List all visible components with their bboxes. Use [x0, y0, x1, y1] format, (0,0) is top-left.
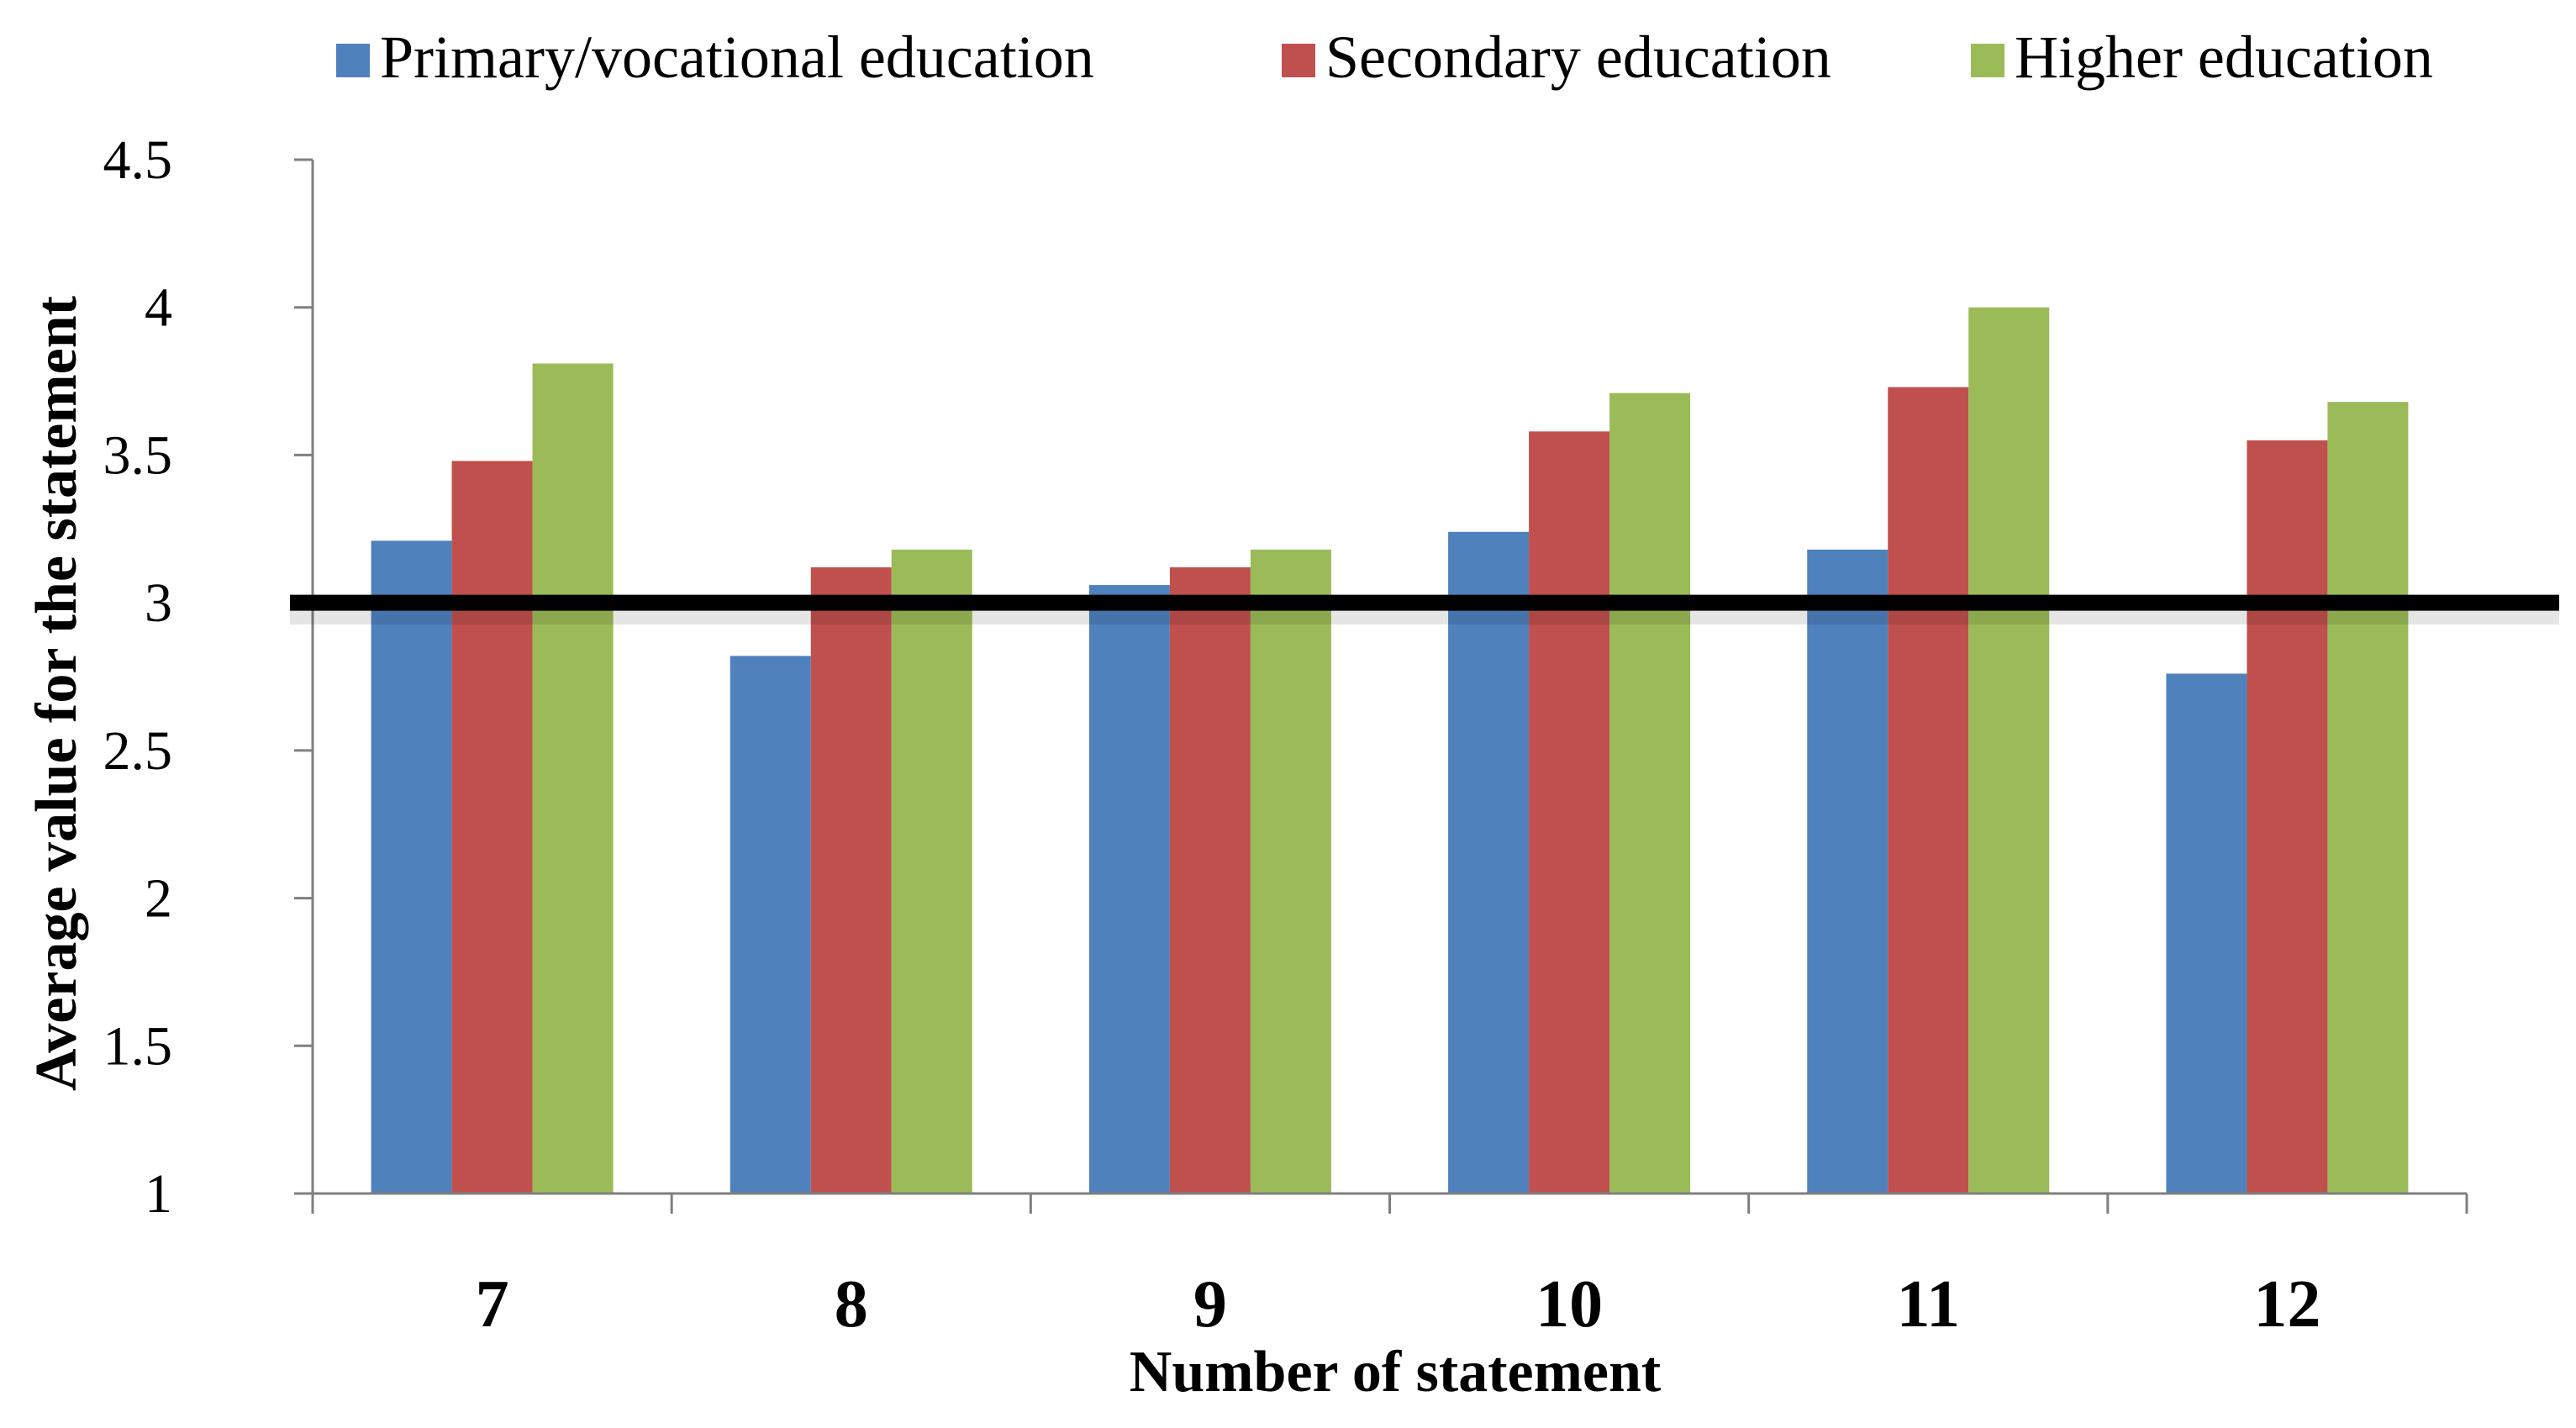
y-tick-label: 2: [145, 868, 172, 930]
bar-11-series-1: [1807, 549, 1889, 1194]
legend-swatch-3: [1971, 44, 2004, 77]
bar-12-series-1: [2166, 673, 2247, 1194]
bar-9-series-1: [1088, 585, 1170, 1194]
bar-11-series-2: [1888, 387, 1969, 1194]
y-tick-label: 4: [145, 277, 172, 339]
legend-label-3: Higher education: [2015, 24, 2433, 91]
bar-7-series-3: [532, 363, 614, 1194]
bar-7-series-1: [371, 540, 452, 1194]
bar-12-series-3: [2327, 402, 2409, 1194]
bar-12-series-2: [2247, 440, 2328, 1194]
x-tick-label: 10: [1536, 1267, 1603, 1341]
y-tick-label: 3: [145, 572, 172, 634]
reference-line-group: [290, 594, 2559, 625]
bar-8-series-3: [891, 549, 972, 1194]
x-axis-title: Number of statement: [1130, 1340, 1661, 1404]
y-tick-label: 1: [145, 1163, 172, 1225]
legend-swatch-2: [1282, 44, 1315, 77]
bar-8-series-2: [810, 566, 892, 1194]
bar-10-series-1: [1448, 531, 1530, 1194]
y-tick-label: 2.5: [103, 720, 173, 782]
x-tick-label: 11: [1896, 1267, 1960, 1341]
bar-10-series-2: [1529, 431, 1610, 1194]
y-tick-label: 4.5: [103, 129, 173, 191]
legend-swatch-1: [336, 44, 370, 77]
y-tick-label: 1.5: [103, 1015, 173, 1077]
bar-10-series-3: [1609, 393, 1691, 1194]
axes-group: 1 1.5 2 2.5 3 3.5 4 4.5 7 8 9 10 11 12: [103, 129, 2468, 1341]
y-axis-title: Average value for the statement: [24, 296, 89, 1091]
x-tick-label: 7: [476, 1267, 509, 1341]
y-tick-label: 3.5: [103, 424, 173, 486]
x-tick-label: 12: [2253, 1267, 2321, 1341]
legend-label-1: Primary/vocational education: [380, 24, 1094, 91]
legend: Primary/vocational education Secondary ed…: [336, 24, 2433, 91]
x-tick-label: 8: [835, 1267, 868, 1341]
bars-group: [371, 307, 2409, 1194]
reference-line-shadow: [290, 609, 2559, 625]
bar-9-series-2: [1169, 566, 1251, 1194]
bar-7-series-2: [451, 461, 533, 1194]
legend-label-2: Secondary education: [1325, 24, 1831, 91]
bar-9-series-3: [1250, 549, 1331, 1194]
x-tick-label: 9: [1193, 1267, 1227, 1341]
bar-11-series-3: [1968, 307, 2050, 1194]
bar-8-series-1: [730, 656, 811, 1194]
